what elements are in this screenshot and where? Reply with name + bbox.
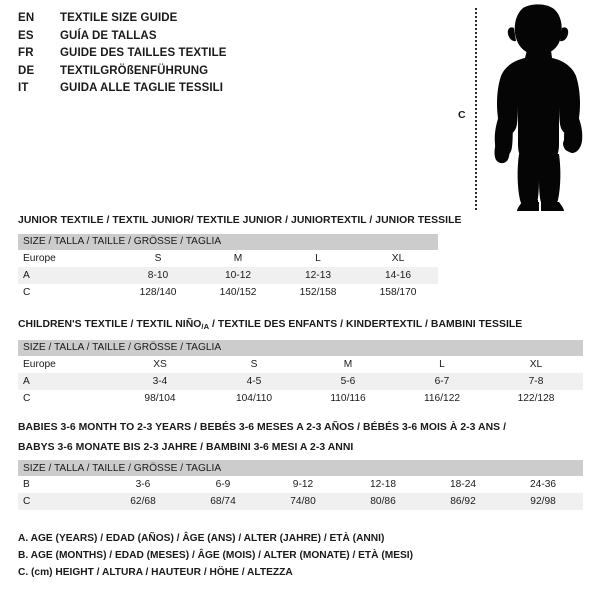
cell: 110/116 — [301, 389, 395, 407]
cell: 128/140 — [118, 283, 198, 301]
babies-section-heading-line2: BABYS 3-6 MONATE BIS 2-3 JAHRE / BAMBINI… — [18, 441, 354, 453]
junior-section-heading: JUNIOR TEXTILE / TEXTIL JUNIOR/ TEXTILE … — [18, 215, 462, 226]
cell: 3-6 — [103, 476, 183, 493]
table-row: C 62/68 68/74 74/80 80/86 86/92 92/98 — [18, 493, 584, 510]
junior-size-table: SIZE / TALLA / TAILLE / GRÖSSE / TAGLIA … — [18, 233, 439, 301]
cell: 24-36 — [503, 476, 584, 493]
cell: 10-12 — [198, 266, 278, 284]
language-title: TEXTILGRÖßENFÜHRUNG — [60, 64, 209, 77]
language-row: DE TEXTILGRÖßENFÜHRUNG — [18, 65, 318, 83]
cell: 14-16 — [358, 266, 439, 284]
children-band-label: SIZE / TALLA / TAILLE / GRÖSSE / TAGLIA — [18, 339, 584, 356]
cell: 18-24 — [423, 476, 503, 493]
cell: 6-7 — [395, 372, 489, 390]
cell: 104/110 — [207, 389, 301, 407]
cell: L — [395, 355, 489, 373]
children-size-table: SIZE / TALLA / TAILLE / GRÖSSE / TAGLIA … — [18, 339, 584, 407]
height-label-c: C — [458, 109, 466, 121]
table-row: C 128/140 140/152 152/158 158/170 — [18, 283, 439, 301]
row-label: C — [18, 283, 118, 301]
children-section-heading: CHILDREN'S TEXTILE / TEXTIL NIÑO/A / TEX… — [18, 318, 583, 335]
cell: 62/68 — [103, 493, 183, 510]
table-row: Europe S M L XL — [18, 249, 439, 267]
cell: 68/74 — [183, 493, 263, 510]
children-band-row: SIZE / TALLA / TAILLE / GRÖSSE / TAGLIA — [18, 339, 584, 356]
table-row: Europe XS S M L XL — [18, 355, 584, 373]
language-row: ES GUÍA DE TALLAS — [18, 30, 318, 48]
cell: 3-4 — [113, 372, 207, 390]
language-title: GUIDE DES TAILLES TEXTILE — [60, 47, 227, 59]
table-row: A 3-4 4-5 5-6 6-7 7-8 — [18, 372, 584, 390]
section-junior-textile: JUNIOR TEXTILE / TEXTIL JUNIOR/ TEXTILE … — [18, 214, 462, 301]
children-heading-pre: CHILDREN'S TEXTILE / TEXTIL NIÑO — [18, 319, 202, 330]
measurement-legend: A. AGE (YEARS) / EDAD (AÑOS) / ÂGE (ANS)… — [18, 530, 578, 581]
section-childrens-textile: CHILDREN'S TEXTILE / TEXTIL NIÑO/A / TEX… — [18, 318, 584, 407]
table-row: C 98/104 104/110 110/116 116/122 122/128 — [18, 389, 584, 407]
legend-line-a: A. AGE (YEARS) / EDAD (AÑOS) / ÂGE (ANS)… — [18, 533, 385, 544]
height-measurement-line — [475, 8, 477, 210]
cell: 12-13 — [278, 266, 358, 284]
height-illustration: C — [440, 4, 600, 216]
language-code: FR — [18, 47, 34, 59]
babies-size-table: SIZE / TALLA / TAILLE / GRÖSSE / TAGLIA … — [18, 460, 584, 510]
cell: 140/152 — [198, 283, 278, 301]
cell: XL — [358, 249, 439, 267]
cell: XL — [489, 355, 584, 373]
babies-band-label: SIZE / TALLA / TAILLE / GRÖSSE / TAGLIA — [18, 460, 584, 476]
legend-line-b: B. AGE (MONTHS) / EDAD (MESES) / ÂGE (MO… — [18, 550, 414, 561]
language-title: GUÍA DE TALLAS — [60, 29, 157, 42]
junior-band-row: SIZE / TALLA / TAILLE / GRÖSSE / TAGLIA — [18, 233, 439, 250]
cell: 7-8 — [489, 372, 584, 390]
language-title: TEXTILE SIZE GUIDE — [60, 12, 178, 24]
children-heading-subscript: /A — [201, 322, 210, 331]
cell: 158/170 — [358, 283, 439, 301]
cell: 12-18 — [343, 476, 423, 493]
cell: 98/104 — [113, 389, 207, 407]
language-code: IT — [18, 82, 29, 94]
cell: 74/80 — [263, 493, 343, 510]
cell: 4-5 — [207, 372, 301, 390]
language-row: IT GUIDA ALLE TAGLIE TESSILI — [18, 82, 318, 100]
children-heading-post: / TEXTILE DES ENFANTS / KINDERTEXTIL / B… — [209, 319, 523, 330]
junior-band-label: SIZE / TALLA / TAILLE / GRÖSSE / TAGLIA — [18, 233, 439, 250]
language-code: EN — [18, 12, 35, 24]
row-label: A — [18, 266, 118, 284]
row-label: A — [18, 372, 113, 390]
row-label: Europe — [18, 249, 118, 267]
cell: 122/128 — [489, 389, 584, 407]
cell: 8-10 — [118, 266, 198, 284]
cell: 152/158 — [278, 283, 358, 301]
cell: XS — [113, 355, 207, 373]
cell: M — [198, 249, 278, 267]
cell: 116/122 — [395, 389, 489, 407]
language-title: GUIDA ALLE TAGLIE TESSILI — [60, 82, 224, 94]
toddler-silhouette-icon — [494, 4, 583, 211]
legend-line-c: C. (cm) HEIGHT / ALTURA / HAUTEUR / HÖHE… — [18, 567, 293, 578]
language-code: DE — [18, 64, 35, 77]
row-label: B — [18, 476, 103, 493]
cell: S — [118, 249, 198, 267]
cell: S — [207, 355, 301, 373]
cell: 9-12 — [263, 476, 343, 493]
row-label: C — [18, 389, 113, 407]
babies-band-row: SIZE / TALLA / TAILLE / GRÖSSE / TAGLIA — [18, 460, 584, 476]
cell: 6-9 — [183, 476, 263, 493]
section-babies-textile: BABIES 3-6 MONTH TO 2-3 YEARS / BEBÉS 3-… — [18, 421, 584, 510]
table-row: B 3-6 6-9 9-12 12-18 18-24 24-36 — [18, 476, 584, 493]
cell: L — [278, 249, 358, 267]
table-row: A 8-10 10-12 12-13 14-16 — [18, 266, 439, 284]
language-code: ES — [18, 29, 34, 42]
row-label: Europe — [18, 355, 113, 373]
cell: 92/98 — [503, 493, 584, 510]
cell: 5-6 — [301, 372, 395, 390]
language-row: FR GUIDE DES TAILLES TEXTILE — [18, 47, 318, 65]
cell: 80/86 — [343, 493, 423, 510]
language-title-block: EN TEXTILE SIZE GUIDE ES GUÍA DE TALLAS … — [18, 12, 318, 100]
babies-section-heading-line1: BABIES 3-6 MONTH TO 2-3 YEARS / BEBÉS 3-… — [18, 422, 507, 433]
row-label: C — [18, 493, 103, 510]
cell: 86/92 — [423, 493, 503, 510]
language-row: EN TEXTILE SIZE GUIDE — [18, 12, 318, 30]
cell: M — [301, 355, 395, 373]
